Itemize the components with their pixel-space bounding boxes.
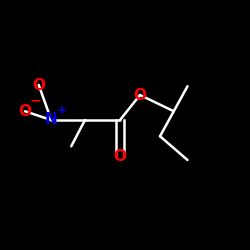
Text: O: O xyxy=(134,88,146,102)
Text: O: O xyxy=(32,78,45,92)
Text: O: O xyxy=(18,104,32,119)
Text: O: O xyxy=(114,149,126,164)
Text: +: + xyxy=(56,104,67,117)
Text: N: N xyxy=(45,112,58,128)
Text: −: − xyxy=(30,94,41,108)
